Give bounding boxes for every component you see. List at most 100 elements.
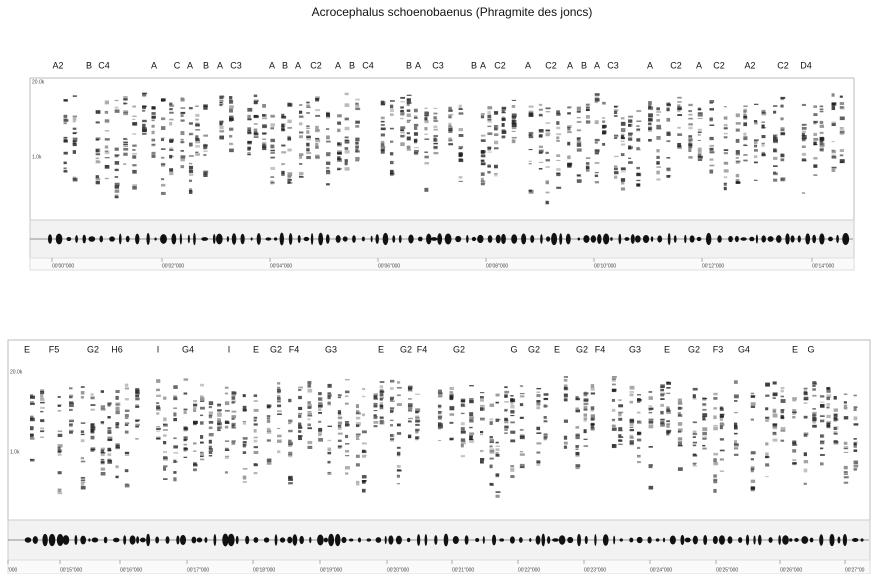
spectral-energy (203, 104, 208, 108)
spectral-energy (315, 156, 320, 160)
spectral-energy (337, 152, 342, 155)
spectral-energy (853, 423, 859, 426)
spectral-energy (80, 395, 84, 399)
spectral-energy (460, 430, 466, 434)
spectral-energy (123, 98, 128, 101)
spectral-energy (583, 418, 587, 422)
waveform-burst (88, 538, 91, 542)
spectral-energy (63, 122, 67, 125)
spectral-energy (107, 416, 111, 419)
spectral-energy (839, 106, 844, 109)
spectral-energy (495, 473, 500, 477)
spectral-energy (266, 420, 271, 424)
spectral-energy (63, 114, 68, 118)
spectral-energy (575, 445, 579, 448)
spectral-energy (415, 438, 419, 441)
waveform-burst (328, 533, 335, 547)
spectral-energy (501, 123, 505, 127)
spectral-energy (180, 150, 185, 152)
spectral-energy (217, 420, 222, 422)
spectral-energy (536, 391, 540, 393)
spectral-energy (160, 117, 166, 121)
spectral-energy (656, 149, 660, 153)
spectral-energy (628, 133, 633, 136)
spectral-energy (124, 414, 129, 418)
spectral-energy (173, 459, 177, 463)
spectral-energy (819, 120, 824, 124)
spectral-energy (487, 147, 492, 150)
spectral-energy (344, 402, 349, 405)
spectral-energy (628, 161, 633, 164)
spectral-energy (585, 103, 591, 106)
spectral-energy (406, 103, 410, 106)
spectral-energy (636, 146, 640, 150)
syllable-label: A (696, 60, 702, 70)
time-label: 00'15"000 (60, 567, 82, 573)
waveform-burst (673, 235, 677, 243)
spectral-energy (780, 439, 785, 442)
spectral-energy (753, 149, 758, 151)
spectral-energy (636, 130, 640, 132)
spectral-energy (839, 159, 845, 163)
spectral-energy (826, 414, 831, 419)
spectral-energy (831, 149, 836, 154)
waveform-burst (692, 535, 698, 545)
spectral-energy (104, 130, 110, 132)
spectral-energy (253, 123, 258, 125)
spectral-energy (629, 429, 634, 432)
spectral-energy (833, 396, 837, 400)
spectral-energy (437, 439, 442, 442)
spectral-energy (193, 468, 197, 472)
spectral-energy (413, 108, 418, 113)
spectral-energy (543, 393, 549, 396)
spectral-energy (666, 431, 670, 436)
spectral-energy (224, 392, 229, 395)
spectral-energy (543, 416, 547, 419)
frequency-label: 1.0k (32, 154, 42, 160)
spectral-energy (124, 422, 130, 424)
spectral-energy (666, 420, 670, 423)
syllable-label: H6 (111, 344, 123, 354)
spectral-energy (677, 437, 683, 442)
spectral-energy (618, 429, 623, 431)
spectral-energy (355, 107, 361, 111)
waveform-burst (165, 536, 170, 544)
syllable-label: C2 (494, 60, 506, 70)
spectral-energy (270, 127, 275, 130)
spectral-energy (247, 127, 252, 132)
spectral-energy (772, 438, 778, 442)
syllable-label: I (228, 344, 231, 354)
spectral-energy (826, 389, 831, 393)
spectral-energy (772, 397, 776, 399)
spectral-energy (188, 168, 193, 171)
spectral-energy (433, 112, 438, 115)
spectral-energy (104, 164, 110, 169)
spectral-energy (247, 146, 251, 150)
spectral-energy (156, 388, 160, 392)
spectral-energy (288, 478, 293, 481)
spectral-energy (613, 105, 618, 108)
spectral-energy (618, 412, 622, 417)
spectral-energy (594, 172, 599, 174)
spectral-energy (620, 133, 625, 138)
spectral-energy (458, 134, 464, 137)
waveform-burst (577, 533, 581, 547)
spectral-energy (536, 387, 542, 390)
waveform-burst (136, 536, 140, 544)
waveform-burst (689, 235, 695, 243)
spectral-energy (801, 134, 807, 139)
spectral-energy (380, 145, 386, 150)
waveform-burst (274, 534, 278, 546)
spectral-energy (773, 105, 778, 107)
spectral-energy (389, 172, 394, 177)
spectral-energy (813, 120, 819, 124)
spectral-energy (480, 407, 485, 411)
waveform-burst (123, 535, 127, 545)
spectral-energy (224, 440, 230, 442)
spectral-energy (318, 431, 322, 435)
spectral-energy (576, 116, 581, 119)
spectral-energy (344, 159, 348, 163)
spectral-energy (831, 106, 836, 111)
spectral-energy (373, 395, 378, 399)
spectral-energy (812, 415, 817, 417)
